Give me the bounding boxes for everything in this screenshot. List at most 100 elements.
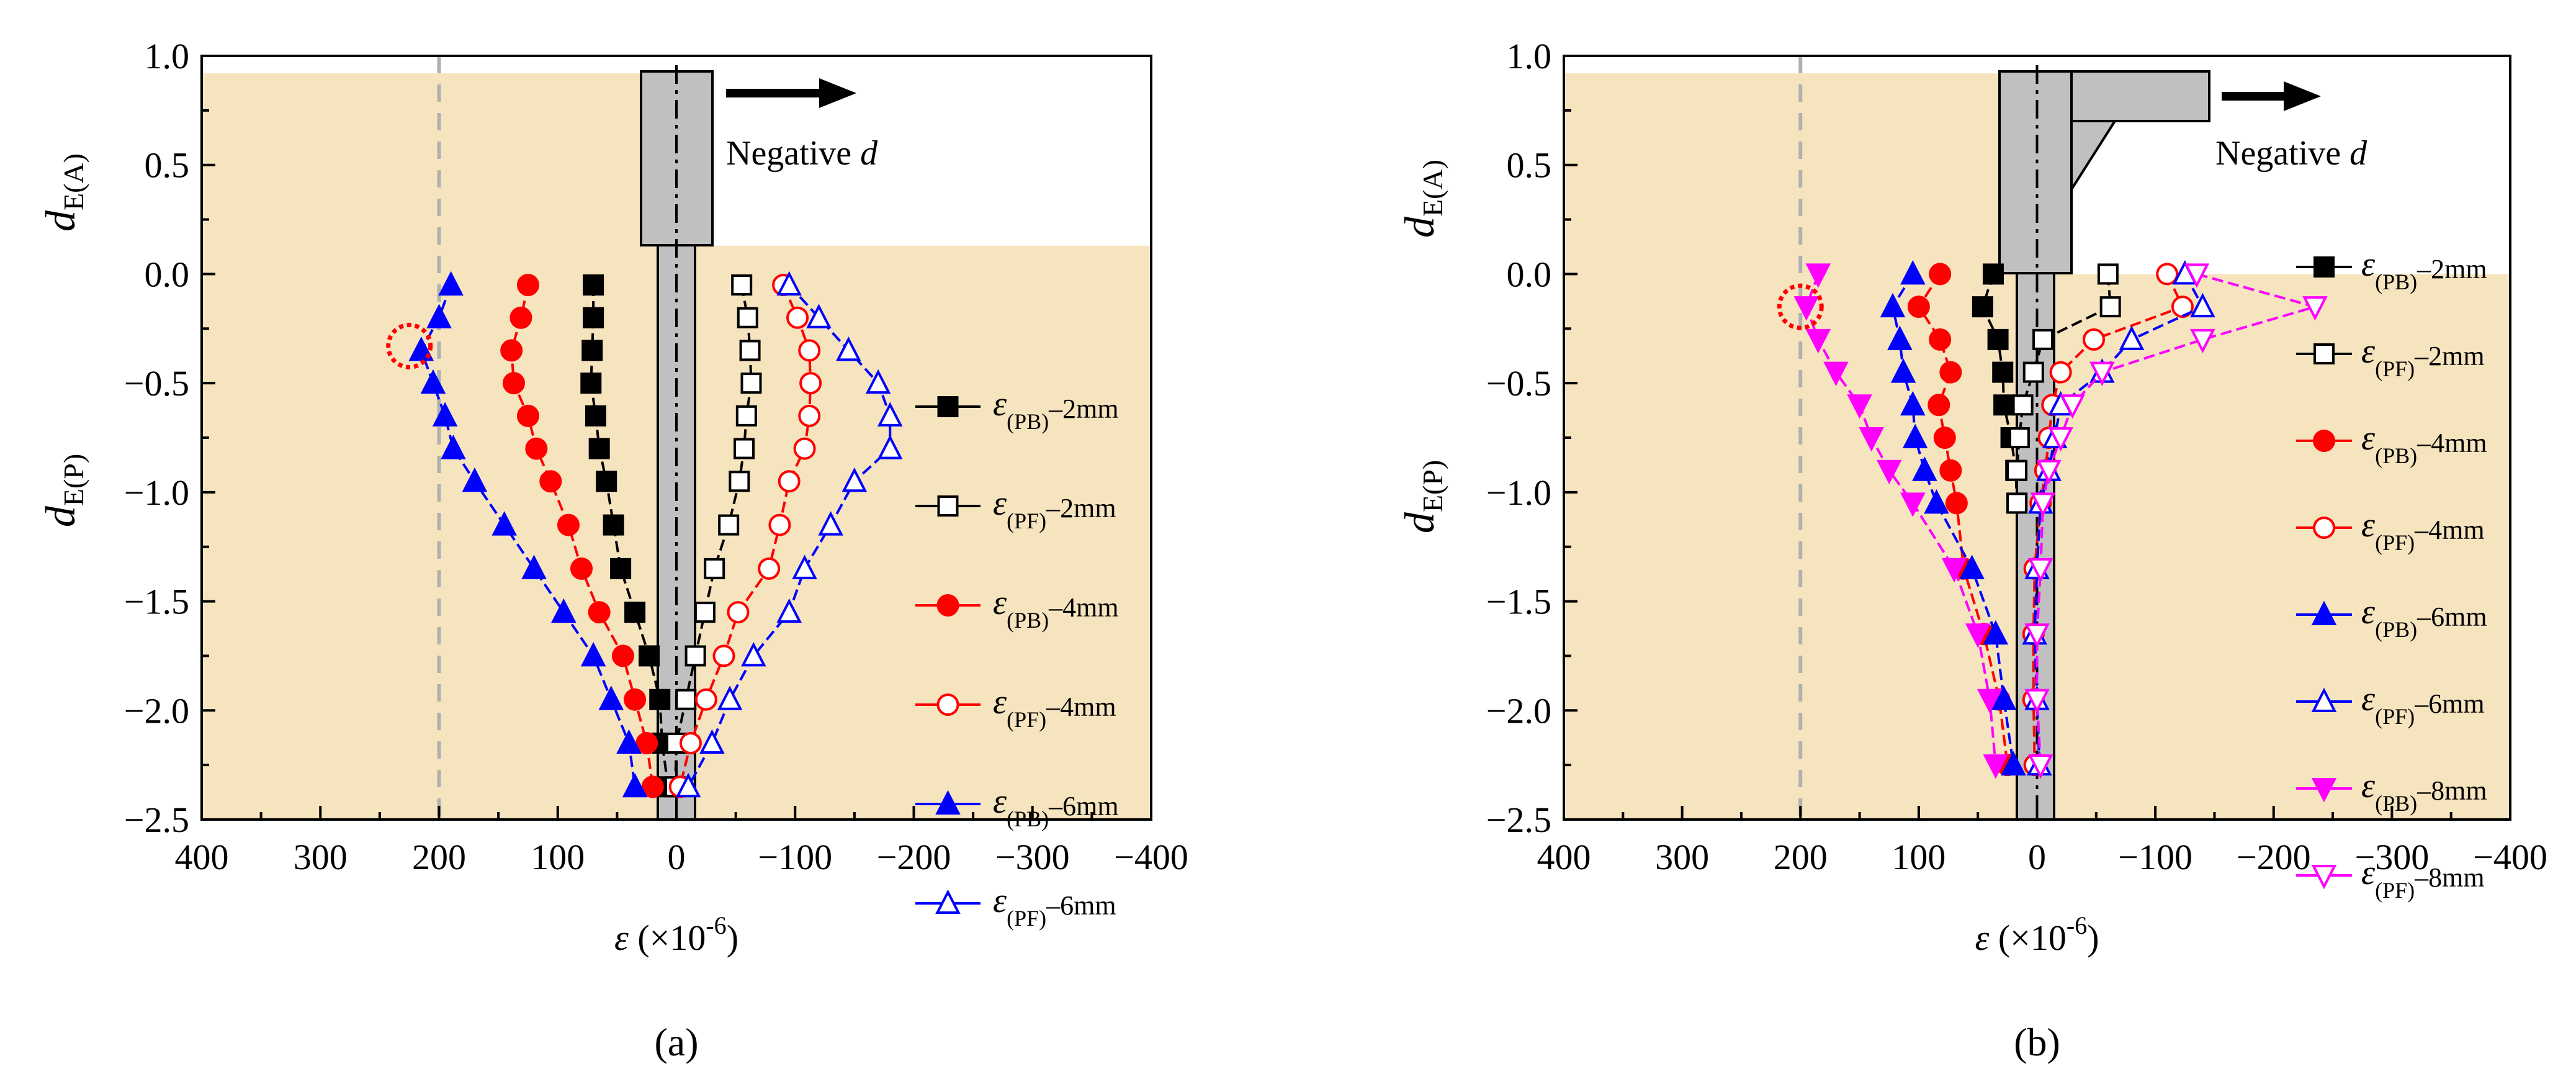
- legend-entry: ε(PB)–6mm: [2296, 593, 2487, 642]
- data-point: [684, 645, 706, 667]
- data-point: [1972, 296, 1993, 318]
- data-point: [2097, 263, 2119, 285]
- data-point: [1939, 459, 1962, 482]
- data-point: [2099, 296, 2121, 318]
- legend-label: ε(PF)–8mm: [2361, 854, 2485, 903]
- legend-marker: [937, 495, 959, 517]
- data-point: [1929, 328, 1952, 351]
- data-point: [610, 558, 632, 579]
- data-point: [792, 554, 817, 579]
- data-point: [2024, 623, 2050, 648]
- data-point: [521, 554, 547, 579]
- legend-marker: [2313, 343, 2335, 364]
- x-tick-label: 0: [2028, 837, 2046, 877]
- data-point: [865, 369, 891, 394]
- data-point: [2302, 296, 2328, 321]
- data-point: [583, 307, 604, 328]
- data-point: [2156, 263, 2179, 286]
- legend-entry: ε(PF)–2mm: [2296, 332, 2485, 381]
- data-point: [737, 307, 758, 328]
- data-point: [1928, 394, 1950, 417]
- data-point: [2008, 427, 2030, 448]
- data-point: [798, 404, 821, 427]
- data-point: [718, 514, 740, 536]
- bracket-gusset: [2070, 120, 2117, 194]
- data-point: [1900, 260, 1926, 285]
- data-point: [2022, 361, 2044, 383]
- series-5: [408, 271, 648, 798]
- data-point: [1859, 427, 1884, 452]
- data-point: [1945, 492, 1968, 515]
- panel-a: 400 300 200 100 0 −100 −200 −300 −400 1.0 0.5 0.0 −…: [37, 36, 1188, 1064]
- legend-label: ε(PF)–6mm: [993, 882, 1116, 931]
- data-point: [799, 372, 822, 395]
- panel-label-a: (a): [654, 1020, 698, 1064]
- y-tick-label: −1.5: [124, 582, 189, 622]
- series-8: [2024, 263, 2328, 779]
- legend-entry: ε(PF)–4mm: [2296, 506, 2485, 555]
- data-point: [877, 402, 903, 427]
- legend-label: ε(PB)–6mm: [993, 782, 1119, 831]
- legend-entry: ε(PB)–8mm: [2296, 767, 2487, 816]
- data-point: [525, 437, 548, 460]
- series-line: [2033, 273, 2205, 766]
- y-tick-label: 0.5: [145, 145, 190, 186]
- data-point: [1887, 325, 1913, 350]
- data-point: [679, 732, 702, 754]
- y-tick-label: −2.0: [124, 690, 189, 731]
- legend-entry: ε(PF)–2mm: [915, 484, 1116, 533]
- data-point: [717, 685, 743, 710]
- data-point: [426, 304, 452, 328]
- tick-marks: [1563, 55, 2511, 821]
- data-point: [441, 435, 466, 459]
- data-point: [729, 471, 750, 492]
- x-tick-label: 0: [668, 837, 686, 877]
- legend-label: ε(PB)–4mm: [2361, 419, 2487, 468]
- negative-arrow-head: [819, 78, 856, 108]
- data-point: [2012, 394, 2034, 416]
- x-tick-label: −100: [2118, 837, 2192, 877]
- data-point: [1941, 558, 1967, 583]
- data-point: [2049, 361, 2072, 384]
- legend-marker: [2311, 687, 2337, 712]
- bracket-arm: [2070, 70, 2210, 122]
- data-point: [588, 438, 610, 459]
- legend: ε(PB)–2mm ε(PF)–2mm ε(PB)–4mm ε(PF)–4mm ε(PB…: [2296, 245, 2487, 903]
- data-point: [624, 602, 646, 623]
- data-point: [2048, 427, 2073, 452]
- data-point: [793, 437, 816, 460]
- data-point: [1983, 754, 2009, 779]
- x-tick-label: 300: [1655, 837, 1709, 877]
- series-2: [2006, 263, 2121, 514]
- data-point: [502, 372, 525, 395]
- legend-label: ε(PB)–8mm: [2361, 767, 2487, 816]
- legend-marker: [2311, 865, 2337, 890]
- data-point: [734, 438, 755, 459]
- panel-label-b: (b): [2014, 1020, 2060, 1064]
- data-point: [836, 336, 861, 361]
- data-point: [598, 685, 624, 710]
- legend-marker: [2313, 517, 2335, 539]
- legend-entry: ε(PB)–2mm: [915, 385, 1119, 434]
- data-point: [1993, 394, 2015, 416]
- legend-entry: ε(PF)–4mm: [915, 683, 1116, 732]
- data-point: [1912, 456, 1937, 481]
- data-point: [1902, 423, 1928, 448]
- data-point: [1823, 361, 1849, 386]
- data-point: [635, 732, 658, 754]
- data-point: [2184, 263, 2210, 288]
- data-point: [1933, 427, 1956, 449]
- series-line: [687, 284, 892, 788]
- legend-entry: ε(PF)–6mm: [2296, 680, 2485, 729]
- data-point: [877, 435, 903, 459]
- data-point: [1939, 361, 1962, 384]
- data-point: [641, 775, 664, 798]
- data-point: [616, 729, 642, 754]
- data-point: [2032, 328, 2054, 350]
- y-axis-label-top: dE(A): [1396, 160, 1448, 238]
- y-axis-label-top: dE(A): [37, 153, 89, 232]
- legend-marker: [936, 693, 959, 716]
- data-point: [786, 306, 809, 329]
- data-point: [570, 557, 593, 580]
- data-point: [516, 404, 539, 427]
